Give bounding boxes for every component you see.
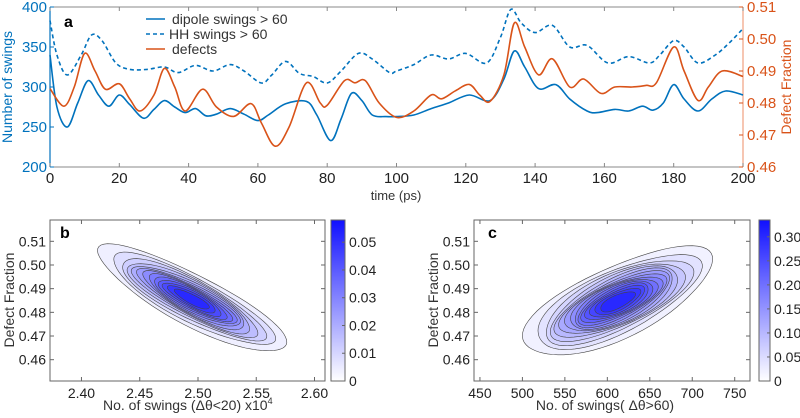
- x-tick-label-a: 0: [46, 170, 54, 187]
- x-tick-label-b: 2.55: [243, 385, 270, 401]
- contour-level-c: [600, 291, 636, 313]
- x-tick-label-a: 200: [730, 170, 755, 187]
- y-tick-label-c: 0.48: [443, 304, 470, 320]
- x-tick-label-a: 60: [250, 170, 267, 187]
- x-tick-label-a: 120: [453, 170, 478, 187]
- contour-level-b: [173, 288, 210, 310]
- x-tick-label-c: 650: [638, 385, 662, 401]
- x-tick-label-b: 2.60: [301, 385, 328, 401]
- x-tick-label-b: 2.50: [184, 385, 211, 401]
- x-tick-label-a: 20: [111, 170, 128, 187]
- colorbar-tick-label-b: 0.03: [349, 290, 376, 306]
- y2-tick-label-a: 0.47: [747, 127, 776, 144]
- x-tick-label-a: 180: [661, 170, 686, 187]
- hh-swings-line: [49, 8, 744, 84]
- colorbar-tick-label-b: 0: [349, 373, 357, 389]
- colorbar-tick-label-c: 0.05: [774, 349, 800, 365]
- y-tick-label-b: 0.47: [19, 328, 46, 344]
- x-tick-label-a: 140: [523, 170, 548, 187]
- y-tick-label-b: 0.50: [19, 257, 46, 273]
- y2-axis-label-a: Defect Fraction: [778, 40, 794, 135]
- colorbar-tick-label-c: 0.30: [774, 229, 800, 245]
- colorbar-tick-label-c: 0.20: [774, 277, 800, 293]
- x-tick-label-c: 600: [596, 385, 620, 401]
- y-tick-label-a: 200: [22, 159, 47, 176]
- axes-frame-b: [49, 219, 326, 382]
- y2-tick-label-a: 0.50: [747, 31, 776, 48]
- x-tick-label-b: 2.45: [126, 385, 153, 401]
- colorbar-tick-label-b: 0.02: [349, 317, 376, 333]
- colorbar-tick-label-c: 0.15: [774, 301, 800, 317]
- colorbar-tick-label-b: 0.05: [349, 234, 376, 250]
- x-tick-label-b: 2.40: [68, 385, 95, 401]
- y-axis-label-a: Number of swings: [0, 31, 15, 143]
- x-tick-label-c: 550: [553, 385, 577, 401]
- panel-b: 2.40 2.45 2.50 2.55 2.60 0.46 0.47 0.48 0.49 0.50…: [1, 219, 376, 413]
- x-tick-label-a: 40: [180, 170, 197, 187]
- x-axis-label-c: No. of swings( Δθ>60): [536, 397, 674, 413]
- panel-b-marks: 2.40 2.45 2.50 2.55 2.60 0.46 0.47 0.48 0.49 0.50…: [19, 219, 376, 401]
- x-tick-label-c: 700: [681, 385, 705, 401]
- colorbar-tick-label-b: 0.04: [349, 262, 376, 278]
- y-tick-label-a: 300: [22, 79, 47, 96]
- x-tick-label-a: 100: [384, 170, 409, 187]
- y-tick-label-c: 0.50: [443, 257, 470, 273]
- y2-tick-label-a: 0.46: [747, 159, 776, 176]
- colorbar-tick-label-c: 0.25: [774, 253, 800, 269]
- x-tick-label-c: 450: [468, 385, 492, 401]
- defects-line: [49, 21, 744, 147]
- x-tick-label-c: 750: [723, 385, 747, 401]
- y-tick-label-b: 0.51: [19, 233, 46, 249]
- colorbar-tick-label-b: 0.01: [349, 345, 376, 361]
- y-axis-label-b: Defect Fraction: [1, 253, 17, 348]
- legend-label-dipole: dipole swings > 60: [172, 11, 288, 27]
- x-axis-label-b-text: No. of swings (Δθ<20) x10: [103, 397, 268, 413]
- x-tick-label-c: 500: [511, 385, 535, 401]
- panel-c-marks: 450 500 550 600 650 700 750 0.46 0.47 0.48 0.49 0.5…: [443, 219, 800, 401]
- y-tick-label-c: 0.47: [443, 328, 470, 344]
- y-tick-label-c: 0.51: [443, 233, 470, 249]
- colorbar-b: [330, 219, 346, 382]
- x-axis-label-b: No. of swings (Δθ<20) x104: [103, 396, 273, 413]
- dipole-swings-line: [49, 50, 744, 142]
- y-axis-label-c: Defect Fraction: [425, 253, 441, 348]
- y-tick-label-b: 0.46: [19, 352, 46, 368]
- y-tick-label-c: 0.46: [443, 352, 470, 368]
- y-tick-label-c: 0.49: [443, 281, 470, 297]
- y-tick-label-a: 400: [22, 0, 47, 16]
- y-tick-label-b: 0.49: [19, 281, 46, 297]
- legend-label-hh: HH swings > 60: [169, 26, 268, 42]
- x-axis-label-a: time (ps): [371, 188, 422, 203]
- colorbar-tick-label-c: 0: [774, 373, 782, 389]
- y2-tick-label-a: 0.48: [747, 95, 776, 112]
- y-tick-label-b: 0.48: [19, 304, 46, 320]
- panel-label-b: b: [60, 225, 70, 242]
- y2-tick-label-a: 0.49: [747, 63, 776, 80]
- axes-frame-c: [473, 219, 751, 382]
- x-tick-label-a: 160: [592, 170, 617, 187]
- panel-a: 0 20 40 60 80 100 120 140 160 180 200 200 250 300 350 4…: [0, 0, 794, 203]
- legend-label-defects: defects: [172, 41, 217, 57]
- y2-tick-label-a: 0.51: [747, 0, 776, 16]
- x-axis-exponent-b: 4: [268, 396, 273, 406]
- colorbar-c: [758, 219, 771, 382]
- panel-label-c: c: [488, 225, 497, 242]
- legend: dipole swings > 60 HH swings > 60 defect…: [146, 11, 288, 57]
- colorbar-tick-label-c: 0.10: [774, 325, 800, 341]
- x-tick-label-a: 80: [319, 170, 336, 187]
- panel-a-marks: 0 20 40 60 80 100 120 140 160 180 200 200 250 300 350 4…: [22, 0, 776, 187]
- panel-label-a: a: [64, 14, 73, 31]
- y-tick-label-a: 250: [22, 119, 47, 136]
- panel-c: 450 500 550 600 650 700 750 0.46 0.47 0.48 0.49 0.5…: [425, 219, 800, 413]
- y-tick-label-a: 350: [22, 39, 47, 56]
